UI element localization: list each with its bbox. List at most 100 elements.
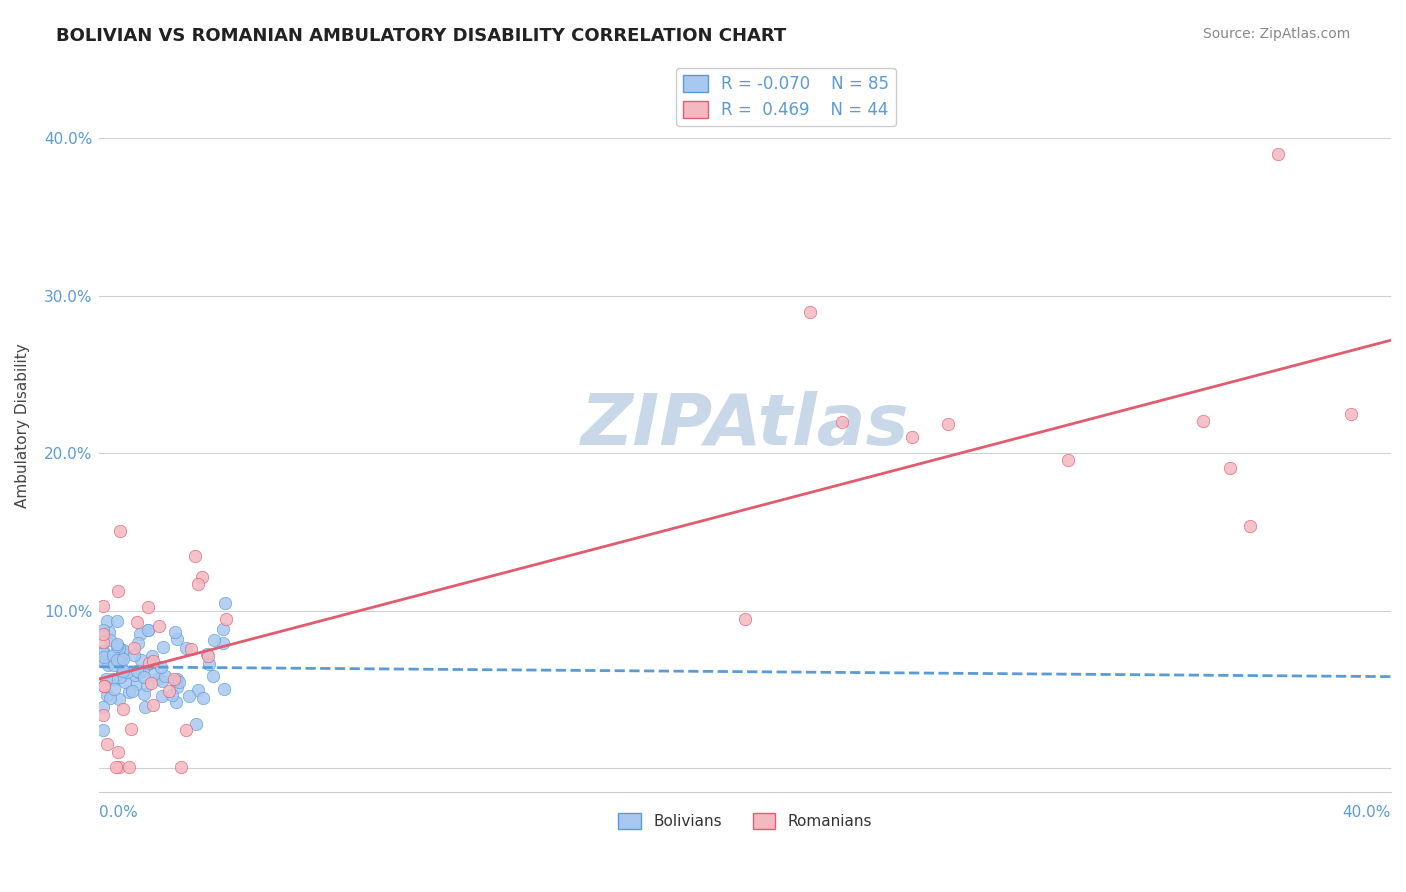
Point bbox=[142, 654, 165, 668]
Point bbox=[141, 698, 163, 713]
Point bbox=[112, 652, 135, 666]
Point bbox=[150, 690, 173, 704]
Point bbox=[93, 679, 115, 693]
Point bbox=[96, 688, 118, 702]
Point bbox=[107, 692, 129, 706]
Point bbox=[211, 635, 233, 649]
Point bbox=[111, 662, 134, 676]
Legend: Bolivians, Romanians: Bolivians, Romanians bbox=[612, 807, 879, 836]
Point bbox=[148, 619, 170, 633]
Point bbox=[117, 760, 139, 774]
Point bbox=[136, 600, 159, 615]
Point bbox=[1239, 519, 1261, 533]
Point bbox=[104, 672, 127, 686]
Point bbox=[1267, 147, 1289, 161]
Point bbox=[98, 691, 121, 706]
Point bbox=[127, 615, 149, 629]
Point bbox=[108, 524, 131, 538]
Point bbox=[118, 685, 141, 699]
Point bbox=[108, 760, 131, 774]
Point bbox=[91, 654, 114, 668]
Point bbox=[197, 648, 219, 663]
Point bbox=[111, 668, 134, 682]
Point bbox=[112, 642, 135, 657]
Point bbox=[165, 674, 187, 689]
Point bbox=[97, 657, 120, 672]
Point bbox=[91, 644, 114, 658]
Point bbox=[166, 681, 188, 695]
Point bbox=[94, 673, 117, 687]
Point bbox=[166, 695, 188, 709]
Point bbox=[115, 665, 138, 680]
Point bbox=[143, 667, 166, 681]
Point bbox=[125, 664, 148, 678]
Point bbox=[103, 648, 125, 662]
Point bbox=[1192, 414, 1215, 428]
Point bbox=[105, 760, 128, 774]
Point bbox=[197, 657, 219, 671]
Point bbox=[195, 647, 218, 661]
Point bbox=[831, 415, 853, 429]
Point bbox=[93, 650, 115, 665]
Point bbox=[141, 648, 163, 663]
Point bbox=[103, 658, 125, 673]
Point bbox=[135, 678, 157, 692]
Point bbox=[163, 672, 186, 686]
Point bbox=[153, 668, 176, 682]
Point bbox=[215, 612, 238, 626]
Point bbox=[160, 688, 183, 702]
Point bbox=[167, 674, 190, 689]
Point bbox=[103, 682, 125, 697]
Point bbox=[108, 670, 131, 684]
Point bbox=[149, 659, 172, 673]
Point bbox=[166, 672, 188, 686]
Point bbox=[214, 596, 236, 610]
Point bbox=[152, 640, 174, 655]
Point bbox=[110, 653, 132, 667]
Point bbox=[193, 690, 215, 705]
Point bbox=[100, 672, 122, 686]
Point bbox=[91, 699, 114, 714]
Point bbox=[129, 627, 152, 641]
Point bbox=[936, 417, 959, 431]
Point bbox=[169, 760, 191, 774]
Point bbox=[187, 577, 209, 591]
Point bbox=[91, 635, 114, 649]
Point bbox=[799, 304, 821, 318]
Text: Source: ZipAtlas.com: Source: ZipAtlas.com bbox=[1202, 27, 1350, 41]
Text: 0.0%: 0.0% bbox=[100, 805, 138, 820]
Point bbox=[108, 654, 131, 668]
Point bbox=[107, 745, 129, 759]
Point bbox=[1057, 453, 1080, 467]
Point bbox=[146, 672, 169, 686]
Point bbox=[157, 684, 180, 698]
Point bbox=[125, 677, 148, 691]
Text: ZIPAtlas: ZIPAtlas bbox=[581, 392, 910, 460]
Point bbox=[91, 707, 114, 722]
Point bbox=[105, 637, 128, 651]
Point bbox=[112, 702, 135, 716]
Point bbox=[105, 653, 128, 667]
Point bbox=[120, 723, 142, 737]
Point bbox=[112, 664, 135, 678]
Point bbox=[91, 627, 114, 641]
Point bbox=[129, 653, 152, 667]
Point bbox=[150, 674, 173, 689]
Point bbox=[132, 664, 155, 678]
Point bbox=[134, 687, 156, 701]
Point bbox=[734, 612, 756, 626]
Y-axis label: Ambulatory Disability: Ambulatory Disability bbox=[15, 343, 30, 508]
Text: BOLIVIAN VS ROMANIAN AMBULATORY DISABILITY CORRELATION CHART: BOLIVIAN VS ROMANIAN AMBULATORY DISABILI… bbox=[56, 27, 786, 45]
Point bbox=[91, 723, 114, 737]
Point bbox=[184, 549, 207, 564]
Point bbox=[103, 648, 125, 662]
Point bbox=[107, 584, 129, 599]
Point bbox=[186, 716, 208, 731]
Point bbox=[110, 650, 132, 665]
Point bbox=[91, 646, 114, 660]
Point bbox=[212, 682, 235, 697]
Point bbox=[138, 656, 160, 670]
Point bbox=[122, 648, 145, 662]
Point bbox=[105, 639, 128, 653]
Point bbox=[127, 636, 149, 650]
